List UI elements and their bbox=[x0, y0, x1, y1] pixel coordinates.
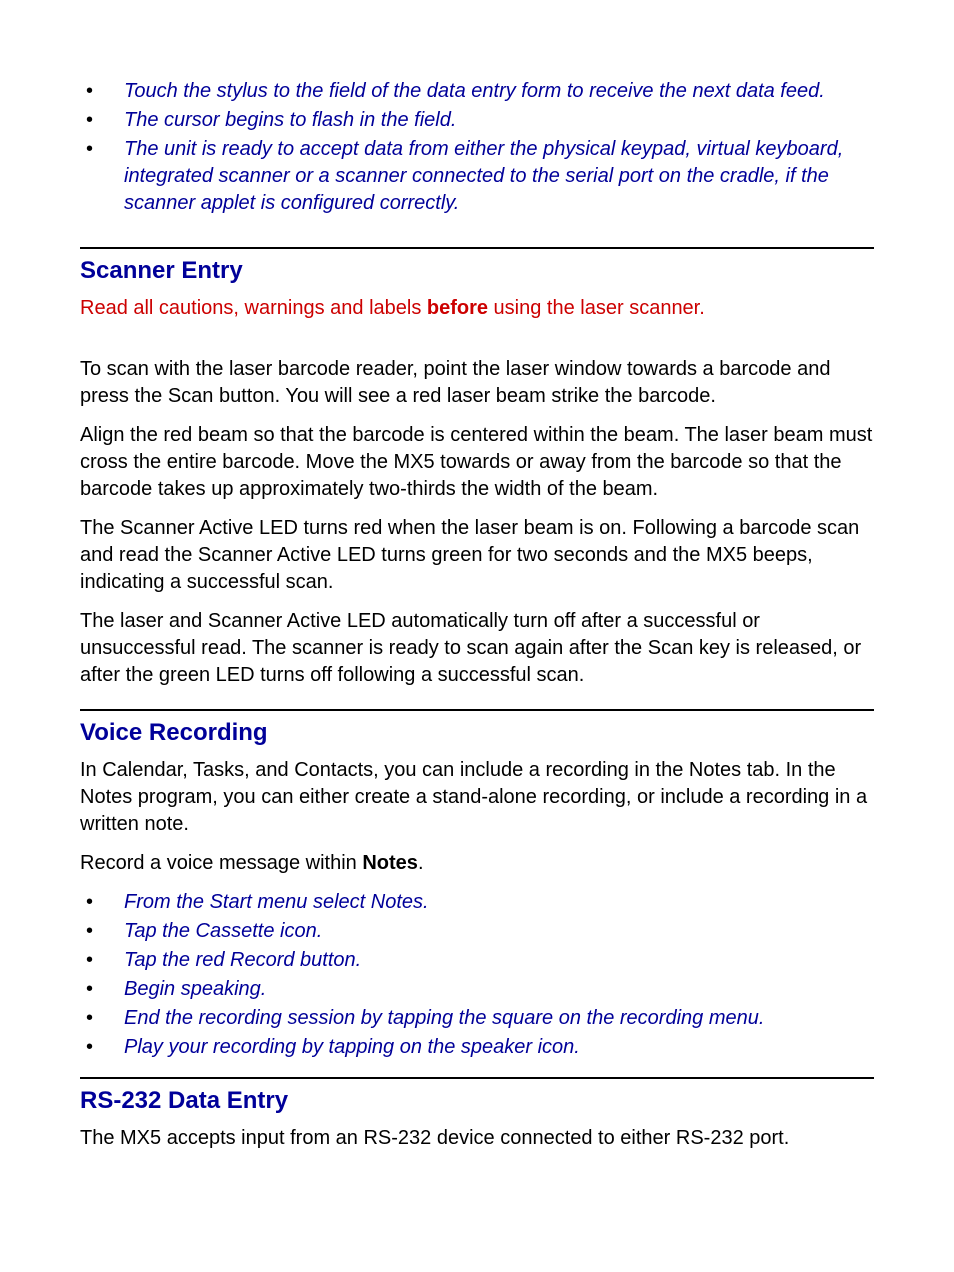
document-page: Touch the stylus to the field of the dat… bbox=[0, 0, 954, 1264]
scanner-paragraph: Align the red beam so that the barcode i… bbox=[80, 422, 874, 503]
list-item: Tap the red Record button. bbox=[80, 947, 874, 974]
intro-bullet-list: Touch the stylus to the field of the dat… bbox=[80, 78, 874, 217]
section-divider bbox=[80, 247, 874, 249]
rs232-body: The MX5 accepts input from an RS-232 dev… bbox=[80, 1125, 874, 1152]
scanner-paragraph: The laser and Scanner Active LED automat… bbox=[80, 608, 874, 689]
section-divider bbox=[80, 709, 874, 711]
list-item: The cursor begins to flash in the field. bbox=[80, 107, 874, 134]
scanner-paragraph: To scan with the laser barcode reader, p… bbox=[80, 356, 874, 410]
scanner-paragraph: The Scanner Active LED turns red when th… bbox=[80, 515, 874, 596]
list-item: Touch the stylus to the field of the dat… bbox=[80, 78, 874, 105]
section-divider bbox=[80, 1077, 874, 1079]
scanner-caution: Read all cautions, warnings and labels b… bbox=[80, 295, 874, 322]
list-item: The unit is ready to accept data from ei… bbox=[80, 136, 874, 217]
caution-text-post: using the laser scanner. bbox=[488, 297, 705, 319]
voice-record-line: Record a voice message within Notes. bbox=[80, 850, 874, 877]
caution-text-bold: before bbox=[427, 297, 488, 319]
voice-bullet-list: From the Start menu select Notes. Tap th… bbox=[80, 889, 874, 1061]
list-item: Tap the Cassette icon. bbox=[80, 918, 874, 945]
voice-record-bold: Notes bbox=[362, 852, 418, 874]
voice-intro: In Calendar, Tasks, and Contacts, you ca… bbox=[80, 757, 874, 838]
list-item: Begin speaking. bbox=[80, 976, 874, 1003]
voice-record-post: . bbox=[418, 852, 424, 874]
list-item: From the Start menu select Notes. bbox=[80, 889, 874, 916]
voice-recording-heading: Voice Recording bbox=[80, 719, 874, 747]
list-item: End the recording session by tapping the… bbox=[80, 1005, 874, 1032]
list-item: Play your recording by tapping on the sp… bbox=[80, 1034, 874, 1061]
scanner-entry-heading: Scanner Entry bbox=[80, 257, 874, 285]
caution-text-pre: Read all cautions, warnings and labels bbox=[80, 297, 427, 319]
voice-record-pre: Record a voice message within bbox=[80, 852, 362, 874]
rs232-heading: RS-232 Data Entry bbox=[80, 1087, 874, 1115]
